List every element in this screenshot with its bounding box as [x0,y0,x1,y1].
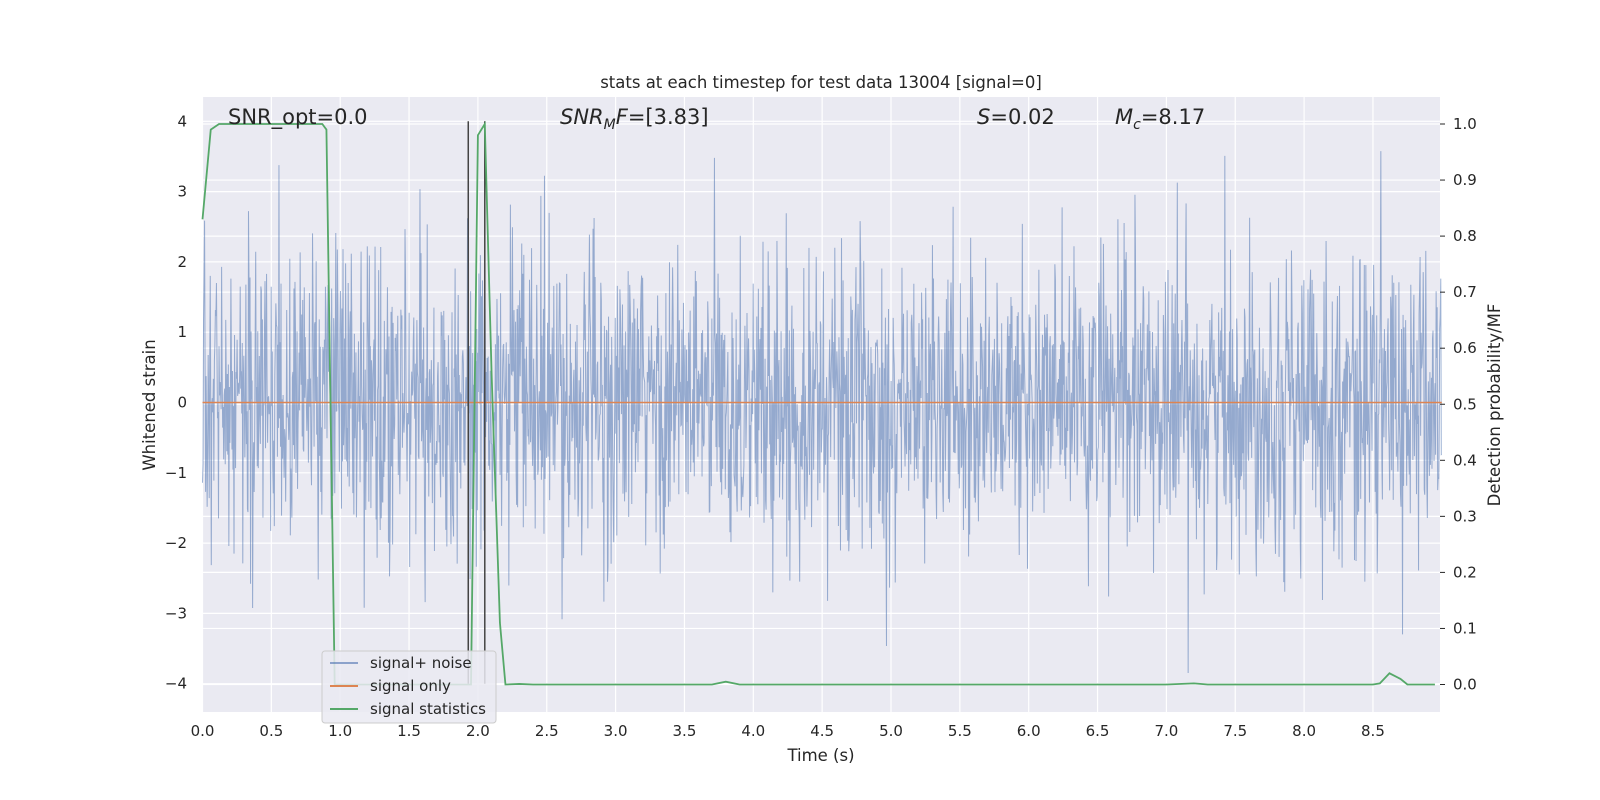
y2-tick-label: 1.0 [1453,115,1477,133]
x-tick-label: 7.0 [1154,722,1178,740]
x-tick-labels: 0.0 0.5 1.0 1.5 2.0 2.5 3.0 3.5 4.0 4.5 5.0 5.5 6.0 6… [191,722,1385,740]
legend-label-signal-noise: signal+ noise [370,654,472,672]
y2-tick-labels: 0.0 0.1 0.2 0.3 0.4 0.5 0.6 0.7 0.8 0.9 1.0 [1440,115,1477,694]
x-tick-label: 8.5 [1361,722,1385,740]
annotation-s: S=0.02 [977,105,1055,129]
signal-noise-line [202,151,1443,673]
x-tick-label: 0.5 [259,722,283,740]
x-tick-label: 4.5 [810,722,834,740]
y2-tick-label: 0.3 [1453,507,1477,525]
annotation-snr-mf-value: =[3.83] [628,105,709,129]
annotation-snr-opt: SNR_opt=0.0 [228,105,368,130]
y-tick-label: 0 [177,394,187,412]
y-tick-label: 4 [177,112,187,130]
x-tick-label: 6.5 [1086,722,1110,740]
y2-tick-label: 0.9 [1453,171,1477,189]
chart-title: stats at each timestep for test data 130… [600,73,1042,92]
y2-axis-label: Detection probability/MF [1485,304,1504,507]
signal-statistics-line [201,120,1435,686]
legend: signal+ noise signal only signal statist… [321,650,497,724]
y2-tick-label: 0.4 [1453,451,1477,469]
x-tick-label: 1.0 [328,722,352,740]
x-tick-label: 1.5 [397,722,421,740]
y-tick-label: −3 [165,604,187,622]
series-signal-statistics [201,120,1435,686]
y2-tick-label: 0.2 [1453,563,1477,581]
annotation-s-value: =0.02 [990,105,1054,129]
y-tick-label: 2 [177,253,187,271]
annotation-mc: Mc=8.17 [1115,105,1205,133]
x-axis-label: Time (s) [786,746,854,765]
annotation-mc-value: =8.17 [1141,105,1205,129]
x-tick-label: 8.0 [1292,722,1316,740]
y-tick-label: 1 [177,323,187,341]
y-axis-label: Whitened strain [140,339,159,470]
y-tick-label: −1 [165,464,187,482]
vertical-markers [467,121,486,684]
legend-box [321,650,497,724]
series-signal-noise [202,151,1443,673]
legend-label-signal-only: signal only [370,677,451,695]
x-tick-label: 2.5 [535,722,559,740]
x-tick-label: 5.5 [948,722,972,740]
y2-tick-label: 0.8 [1453,227,1477,245]
annotation-snr-mf: SNRMF=[3.83] [560,105,709,133]
x-tick-label: 5.0 [879,722,903,740]
x-tick-label: 6.0 [1017,722,1041,740]
y-tick-label: −2 [165,534,187,552]
y2-tick-label: 0.6 [1453,339,1477,357]
y2-tick-label: 0.7 [1453,283,1477,301]
y-tick-label: 3 [177,183,187,201]
legend-label-signal-statistics: signal statistics [370,700,486,718]
y2-tick-label: 0.5 [1453,395,1477,413]
x-tick-label: 7.5 [1223,722,1247,740]
x-tick-label: 4.0 [741,722,765,740]
x-tick-label: 0.0 [191,722,215,740]
x-tick-label: 2.0 [466,722,490,740]
y-tick-labels: −4 −3 −2 −1 0 1 2 3 4 [165,112,187,692]
y2-tick-label: 0.0 [1453,676,1477,694]
y2-tick-label: 0.1 [1453,619,1477,637]
y-tick-label: −4 [165,675,187,693]
x-tick-label: 3.5 [673,722,697,740]
x-tick-label: 3.0 [604,722,628,740]
